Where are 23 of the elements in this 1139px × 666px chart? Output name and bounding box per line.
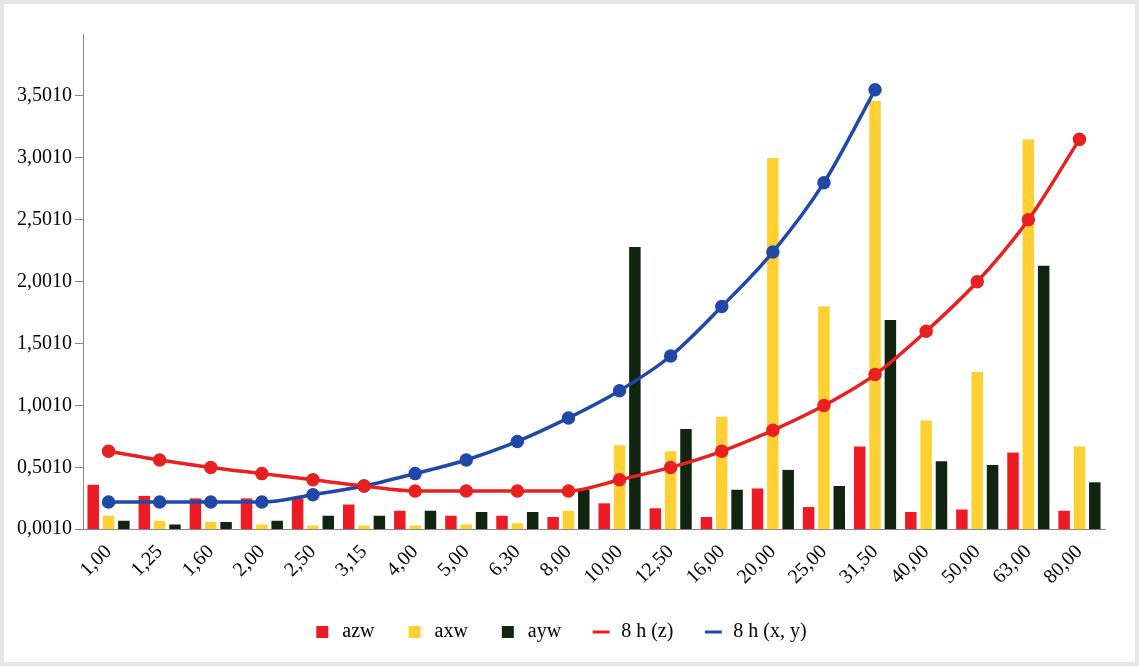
y-tick-label: 3,0010	[17, 145, 72, 168]
y-tick-label: 2,5010	[17, 206, 72, 229]
y-tick-label: 0,5010	[17, 454, 72, 477]
y-tick-label: 0,0010	[17, 516, 72, 539]
y-tick-label: 3,5010	[17, 83, 72, 106]
legend-label: axw	[434, 619, 469, 642]
legend-label: ayw	[527, 619, 562, 643]
legend-label: 8 h (z)	[621, 619, 674, 643]
x-tick-label: 1,00	[74, 539, 116, 580]
x-tick-label: 2,00	[228, 539, 269, 580]
x-tick-label: 6,30	[483, 539, 524, 580]
legend-label: 8 h (x, y)	[733, 619, 807, 643]
y-tick-label: 1,0010	[17, 392, 72, 415]
legend-label: azw	[342, 619, 376, 642]
x-tick-label: 5,00	[432, 539, 473, 580]
x-tick-label: 8,00	[534, 539, 575, 580]
x-tick-label: 2,50	[279, 539, 320, 580]
y-tick-label: 2,0010	[17, 268, 72, 291]
x-tick-label: 1,25	[125, 539, 167, 580]
y-tick-label: 1,5010	[17, 330, 72, 353]
x-tick-label: 1,60	[176, 539, 218, 580]
x-tick-label: 3,15	[330, 539, 371, 580]
x-tick-label: 4,00	[381, 539, 422, 580]
